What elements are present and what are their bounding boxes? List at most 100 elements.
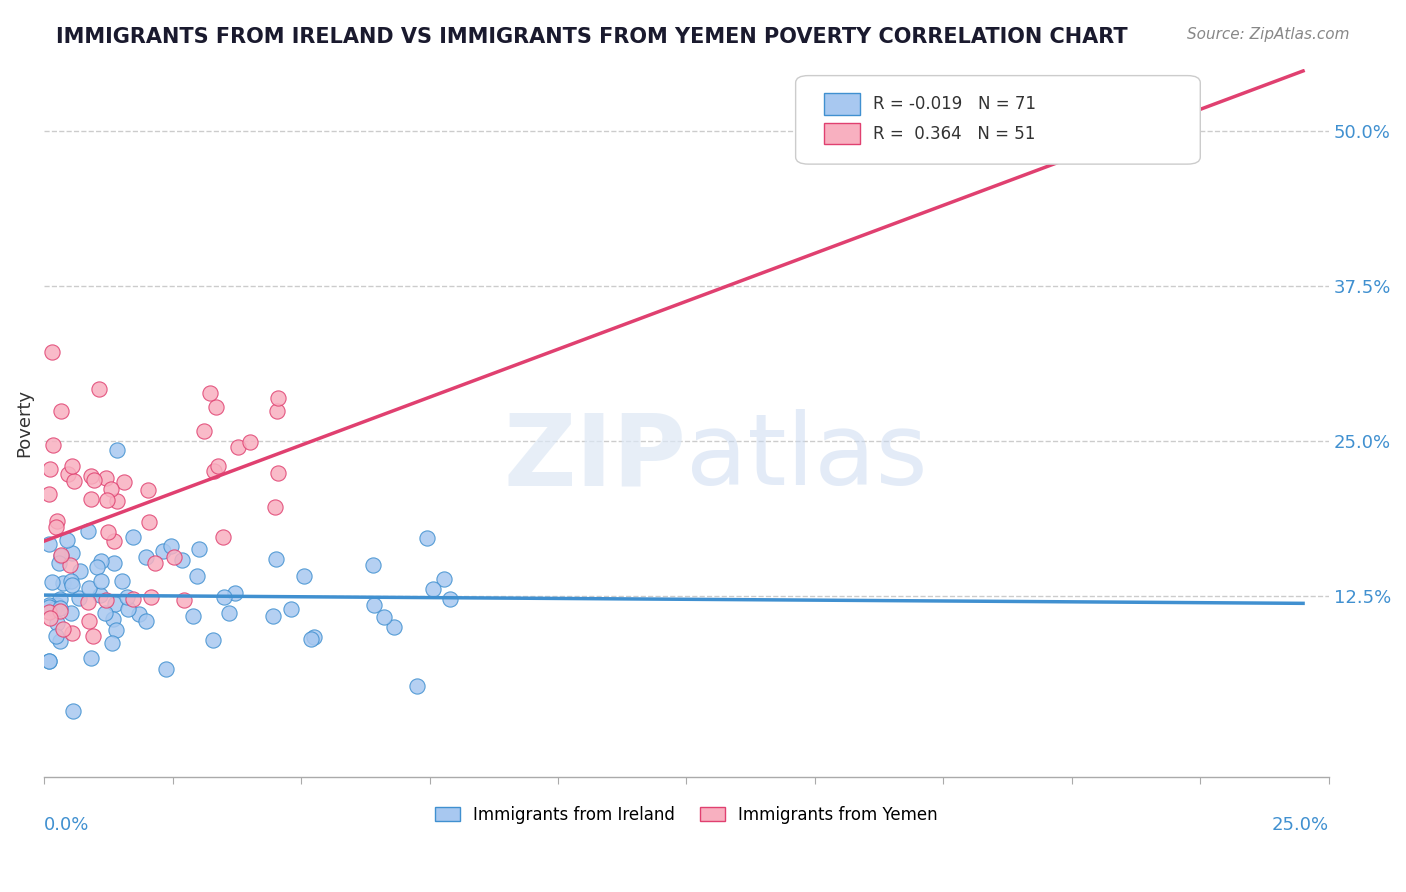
Text: 25.0%: 25.0% [1271,815,1329,833]
Point [76,524,98,538]
Point [39,611,62,625]
Point [170,553,193,567]
Point [267,466,290,480]
Point [138,515,160,529]
Point [49,604,72,618]
Point [62,704,84,718]
Point [77,614,100,628]
Point [105,494,128,508]
Point [302,630,325,644]
Point [136,483,159,497]
Point [59,574,82,588]
Point [181,608,204,623]
Point [94,592,117,607]
Point [39,462,62,476]
Point [143,556,166,570]
Point [105,442,128,457]
Point [264,551,287,566]
Point [51,548,73,562]
Point [264,500,287,515]
Point [299,632,322,646]
Point [79,492,101,507]
Legend: Immigrants from Ireland, Immigrants from Yemen: Immigrants from Ireland, Immigrants from… [426,797,946,832]
Point [51,549,73,564]
Point [49,403,72,417]
Point [373,609,395,624]
Point [188,541,211,556]
Point [77,595,100,609]
Point [45,514,67,528]
Point [38,654,60,668]
Point [292,569,315,583]
Point [80,468,103,483]
Text: ZIP: ZIP [503,409,686,507]
Point [363,599,385,613]
Point [103,556,125,570]
Point [46,598,69,612]
Point [83,473,105,487]
Text: atlas: atlas [686,409,928,507]
Point [48,633,70,648]
Point [38,537,60,551]
Point [135,615,157,629]
Point [224,585,246,599]
Point [94,471,117,485]
Point [59,558,82,572]
Point [41,574,63,589]
Point [90,554,112,568]
Point [162,549,184,564]
Point [56,467,79,482]
Point [38,605,60,619]
Point [212,590,235,604]
Point [152,544,174,558]
Point [59,606,82,620]
Text: R =  0.364   N = 51: R = 0.364 N = 51 [873,125,1035,143]
Point [77,582,100,596]
Point [94,606,117,620]
Point [89,588,111,602]
Point [433,572,456,586]
Point [38,487,60,501]
Point [90,574,112,588]
Point [122,530,145,544]
Point [60,577,83,591]
Point [51,575,73,590]
Point [111,574,134,589]
Point [60,458,83,473]
Point [202,464,225,478]
Point [67,591,90,606]
Point [38,599,60,614]
Point [160,539,183,553]
Point [239,435,262,450]
Point [105,624,128,638]
Point [44,602,66,616]
Point [117,602,139,616]
Point [406,680,429,694]
Point [104,597,127,611]
Point [173,593,195,607]
Point [45,629,67,643]
Point [51,622,73,636]
Point [117,590,139,604]
Point [361,558,384,572]
Point [100,636,122,650]
Point [42,438,65,452]
Point [382,620,405,634]
Point [205,401,228,415]
Point [135,550,157,565]
Point [198,386,221,401]
Bar [824,94,860,114]
Text: Source: ZipAtlas.com: Source: ZipAtlas.com [1187,27,1350,42]
Point [38,654,60,668]
Point [56,533,79,548]
Point [82,629,104,643]
Point [48,591,70,606]
Point [201,633,224,648]
Point [439,592,461,607]
Point [60,546,83,560]
Point [96,492,118,507]
Text: 0.0%: 0.0% [44,815,90,833]
Point [69,564,91,578]
Point [49,601,72,615]
Point [86,559,108,574]
